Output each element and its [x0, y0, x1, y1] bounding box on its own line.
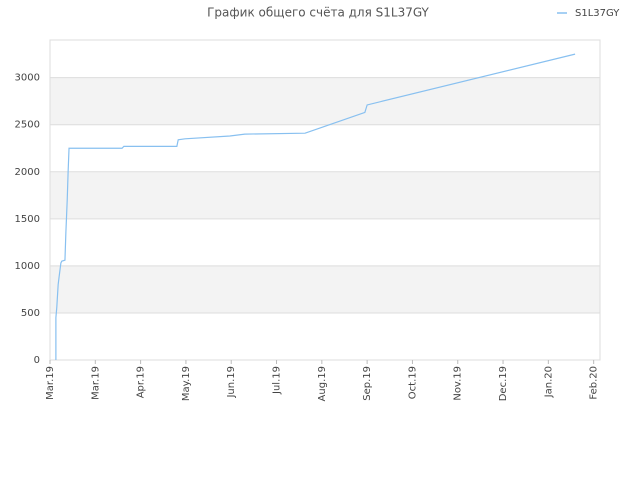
band — [50, 218, 600, 266]
x-tick-label: Jun.19 — [226, 366, 237, 399]
band — [50, 312, 600, 360]
y-tick-label: 2500 — [15, 120, 40, 131]
band — [50, 40, 600, 78]
y-tick-label: 2000 — [15, 167, 40, 178]
y-tick-label: 500 — [21, 308, 40, 319]
x-tick-label: Apr.19 — [136, 366, 147, 398]
x-tick-label: Feb.20 — [589, 366, 600, 400]
band — [50, 265, 600, 313]
band — [50, 77, 600, 125]
x-tick-label: Sep.19 — [362, 366, 373, 401]
x-tick-label: May.19 — [181, 366, 192, 401]
y-tick-label: 0 — [34, 355, 40, 366]
line — [55, 53, 576, 360]
legend-label: S1L37GY — [575, 8, 620, 19]
chart-title: График общего счёта для S1L37GY — [207, 6, 429, 20]
y-tick-label: 3000 — [15, 73, 40, 84]
band — [50, 124, 600, 172]
x-tick-label: Nov.19 — [453, 366, 464, 401]
band — [50, 171, 600, 219]
x-tick-label: Mar.19 — [45, 366, 56, 400]
x-tick-label: Aug.19 — [317, 366, 328, 401]
y-tick-label: 1000 — [15, 261, 40, 272]
x-tick-label: Dec.19 — [498, 366, 509, 401]
x-tick-label: Oct.19 — [407, 366, 418, 399]
y-tick-label: 1500 — [15, 214, 40, 225]
x-tick-label: Jan.20 — [543, 366, 554, 398]
x-tick-label: Mar.19 — [90, 366, 101, 400]
x-tick-label: Jul.19 — [272, 366, 283, 395]
